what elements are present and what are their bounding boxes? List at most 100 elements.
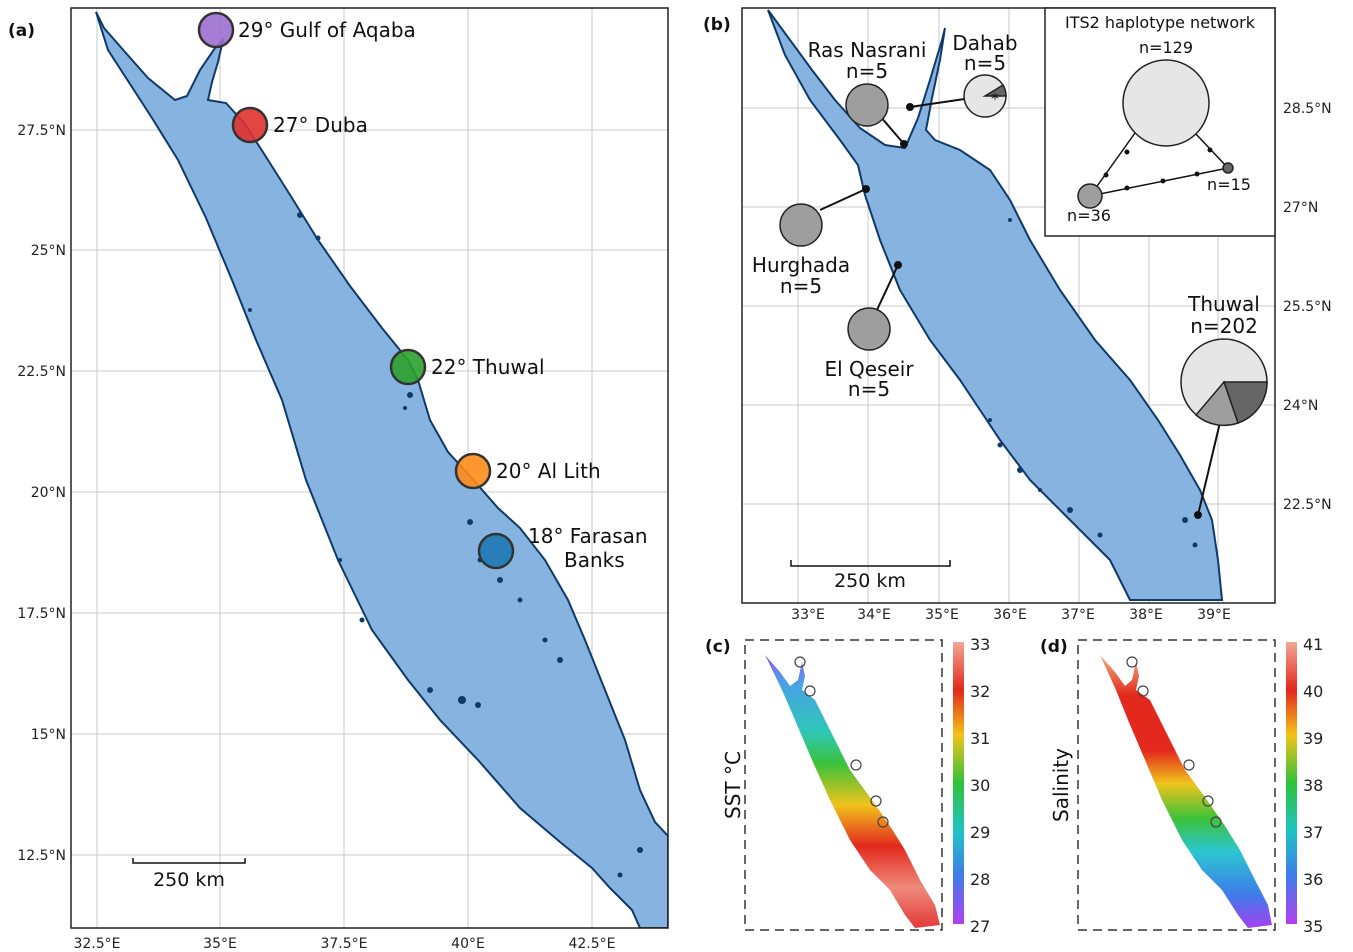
site-markers-a — [197, 11, 515, 570]
colorbar-tick: 40 — [1303, 682, 1323, 701]
lon-tick: 39°E — [1197, 607, 1231, 623]
lon-tick: 37.5°E — [320, 936, 367, 952]
lon-tick: 34°E — [857, 607, 891, 623]
panel-a-label: (a) — [8, 21, 35, 41]
sst-site-markers — [794, 656, 889, 828]
lat-tick: 25.5°N — [1283, 299, 1332, 315]
site-name: Ras Nasrani — [808, 38, 927, 62]
site-labels-b: Ras Nasrani n=5 Dahab n=5 Hurghada n=5 E… — [752, 31, 1260, 401]
lon-ticks-a: 32.5°E 35°E 37.5°E 40°E 42.5°E — [73, 936, 615, 952]
panel-d-ylabel: Salinity — [1049, 748, 1073, 822]
site-name: El Qeseir — [824, 357, 914, 381]
salinity-colorbar-ticks: 41 40 39 38 37 36 35 — [1303, 635, 1323, 936]
sst-map — [765, 655, 940, 928]
salinity-site-markers — [1126, 656, 1222, 828]
site-n: n=5 — [964, 51, 1006, 75]
lat-tick: 27.5°N — [17, 123, 66, 139]
red-sea-water-b — [767, 9, 1224, 601]
colorbar-tick: 36 — [1303, 870, 1323, 889]
site-label-aqaba: 29° Gulf of Aqaba — [238, 18, 416, 42]
site-pie-dahab-slice — [982, 83, 1007, 97]
lat-tick: 22.5°N — [17, 364, 66, 380]
panel-d-label: (d) — [1040, 637, 1068, 657]
site-name: Dahab — [952, 31, 1017, 55]
lat-tick: 28.5°N — [1283, 101, 1332, 117]
colorbar-tick: 35 — [1303, 917, 1323, 936]
haplotype-network: ITS2 haplotype network n=129 n=15 n=36 — [1044, 7, 1276, 237]
site-label-farasan: 18° Farasan — [528, 524, 648, 548]
network-node-36 — [1077, 183, 1103, 209]
lat-tick: 12.5°N — [17, 848, 66, 864]
network-mutation-steps — [1103, 147, 1213, 191]
network-node-label: n=129 — [1139, 38, 1193, 57]
reef-islands-b — [988, 218, 1198, 548]
lon-tick: 38°E — [1129, 607, 1163, 623]
site-marker-duba — [231, 106, 269, 144]
sst-colorbar — [953, 642, 964, 924]
colorbar-tick: 30 — [970, 776, 990, 795]
lat-tick: 25°N — [31, 243, 66, 259]
colorbar-tick: 41 — [1303, 635, 1323, 654]
scale-bar-label-a: 250 km — [153, 869, 225, 891]
network-node-label: n=36 — [1067, 206, 1111, 225]
lat-tick: 24°N — [1283, 398, 1318, 414]
colorbar-tick: 39 — [1303, 729, 1323, 748]
scale-bar-a: 250 km — [132, 858, 246, 891]
lon-tick: 35°E — [925, 607, 959, 623]
red-sea-water-a — [95, 11, 668, 928]
colorbar-tick: 33 — [970, 635, 990, 654]
salinity-colorbar — [1286, 642, 1297, 924]
colorbar-tick: 29 — [970, 823, 990, 842]
sst-colorbar-ticks: 33 32 31 30 29 28 27 — [970, 635, 990, 936]
colorbar-tick: 32 — [970, 682, 990, 701]
network-title: ITS2 haplotype network — [1065, 13, 1256, 32]
site-marker-thuwal — [389, 348, 427, 386]
lat-tick: 27°N — [1283, 200, 1318, 216]
network-node-129 — [1122, 59, 1210, 147]
panel-a: (a) 32.5°E — [8, 7, 669, 952]
site-pies-b — [779, 74, 1268, 427]
network-node-15 — [1222, 162, 1234, 174]
lon-tick: 37°E — [1061, 607, 1095, 623]
panel-b: (b) 33°E 34°E 35°E 36°E — [703, 7, 1332, 623]
panel-b-label: (b) — [703, 15, 731, 35]
salinity-map — [1100, 655, 1272, 928]
dahab-marker: * — [991, 89, 999, 108]
colorbar-tick: 27 — [970, 917, 990, 936]
site-label-banks: Banks — [564, 548, 625, 572]
lon-tick: 40°E — [451, 936, 485, 952]
lon-tick: 42.5°E — [568, 936, 615, 952]
colorbar-tick: 28 — [970, 870, 990, 889]
panel-c-ylabel: SST °C — [721, 751, 745, 819]
lon-tick: 32.5°E — [73, 936, 120, 952]
reef-islands-a — [248, 212, 643, 878]
lon-tick: 33°E — [791, 607, 825, 623]
colorbar-tick: 31 — [970, 729, 990, 748]
site-n: n=5 — [846, 59, 888, 83]
panel-c: (c) SST °C 33 32 31 30 29 28 27 — [705, 635, 990, 936]
panel-d: (d) Salinity 41 40 39 38 37 36 35 — [1040, 635, 1323, 936]
network-node-label: n=15 — [1207, 175, 1251, 194]
lon-tick: 35°E — [203, 936, 237, 952]
lat-ticks-b: 28.5°N 27°N 25.5°N 24°N 22.5°N — [1283, 101, 1332, 513]
lat-tick: 22.5°N — [1283, 497, 1332, 513]
panel-c-label: (c) — [705, 637, 731, 657]
site-label-thuwal: 22° Thuwal — [431, 355, 545, 379]
scale-bar-b: 250 km — [790, 560, 951, 592]
lat-tick: 17.5°N — [17, 606, 66, 622]
lat-tick: 15°N — [31, 727, 66, 743]
lat-ticks-a: 27.5°N 25°N 22.5°N 20°N 17.5°N 15°N 12.5… — [17, 123, 66, 864]
site-name: Thuwal — [1187, 292, 1260, 316]
colorbar-tick: 38 — [1303, 776, 1323, 795]
site-marker-al-lith — [454, 452, 492, 490]
site-name: Hurghada — [752, 253, 850, 277]
site-marker-aqaba — [197, 11, 235, 49]
lat-tick: 20°N — [31, 485, 66, 501]
site-pie-thuwal-slice-mid — [1194, 380, 1239, 427]
site-n: n=202 — [1190, 314, 1258, 338]
site-pie-el-qeseir — [847, 307, 891, 351]
site-pie-ras-nasrani — [845, 83, 889, 127]
site-pie-hurghada — [779, 203, 823, 247]
colorbar-tick: 37 — [1303, 823, 1323, 842]
